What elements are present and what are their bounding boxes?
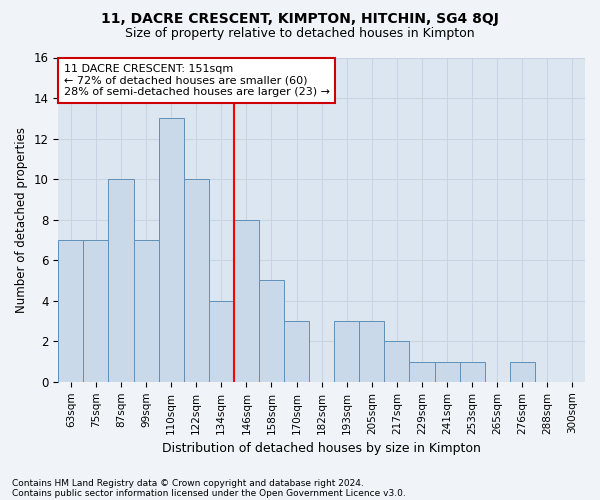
Bar [259, 280, 284, 382]
Bar [134, 240, 158, 382]
Text: 11 DACRE CRESCENT: 151sqm
← 72% of detached houses are smaller (60)
28% of semi-: 11 DACRE CRESCENT: 151sqm ← 72% of detac… [64, 64, 329, 97]
Text: Contains public sector information licensed under the Open Government Licence v3: Contains public sector information licen… [12, 488, 406, 498]
Bar [158, 118, 184, 382]
Bar [83, 240, 109, 382]
Bar [209, 300, 234, 382]
Y-axis label: Number of detached properties: Number of detached properties [15, 126, 28, 312]
Text: Contains HM Land Registry data © Crown copyright and database right 2024.: Contains HM Land Registry data © Crown c… [12, 478, 364, 488]
X-axis label: Distribution of detached houses by size in Kimpton: Distribution of detached houses by size … [162, 442, 481, 455]
Bar [234, 220, 259, 382]
Text: 11, DACRE CRESCENT, KIMPTON, HITCHIN, SG4 8QJ: 11, DACRE CRESCENT, KIMPTON, HITCHIN, SG… [101, 12, 499, 26]
Bar [109, 179, 134, 382]
Bar [184, 179, 209, 382]
Bar [284, 321, 309, 382]
Bar [385, 342, 409, 382]
Bar [460, 362, 485, 382]
Bar [409, 362, 434, 382]
Bar [510, 362, 535, 382]
Bar [434, 362, 460, 382]
Bar [359, 321, 385, 382]
Bar [58, 240, 83, 382]
Bar [334, 321, 359, 382]
Text: Size of property relative to detached houses in Kimpton: Size of property relative to detached ho… [125, 28, 475, 40]
